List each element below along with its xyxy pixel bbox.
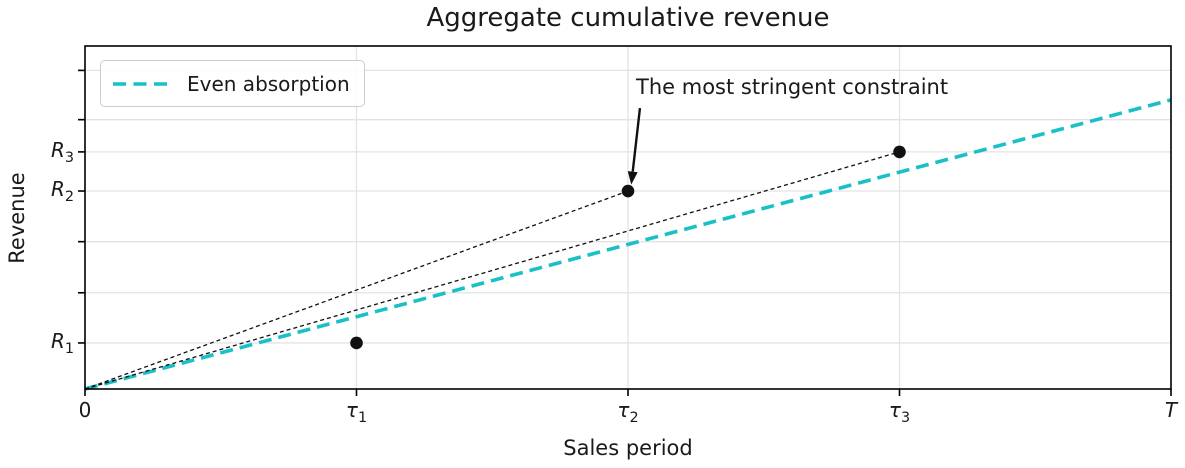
y-tick-label: R2 — [50, 177, 74, 206]
x-tick-label: T — [1164, 398, 1178, 422]
y-tick-label: R3 — [50, 137, 74, 166]
x-tick-label: τ1 — [345, 398, 368, 426]
chart-title: Aggregate cumulative revenue — [426, 3, 830, 33]
x-tick-label: τ3 — [888, 398, 911, 426]
x-tick-label: τ2 — [617, 398, 639, 426]
legend: Even absorption — [100, 60, 365, 107]
data-point-marker — [621, 184, 635, 198]
annotation-arrow-head — [627, 171, 638, 185]
series-line — [84, 190, 629, 390]
annotation-arrow-shaft — [631, 108, 642, 172]
legend-dash-sample-icon — [113, 81, 169, 86]
data-point-marker — [893, 145, 906, 159]
annotation-label: The most stringent constraint — [636, 75, 949, 99]
x-tick-label: 0 — [78, 398, 92, 422]
series-line — [84, 98, 1172, 391]
y-axis-label: Revenue — [5, 172, 29, 264]
legend-item-label: Even absorption — [187, 71, 350, 96]
y-tick-label: R1 — [50, 328, 74, 357]
x-axis-label: Sales period — [563, 436, 693, 460]
data-point-marker — [350, 336, 363, 350]
series-line — [84, 151, 900, 390]
